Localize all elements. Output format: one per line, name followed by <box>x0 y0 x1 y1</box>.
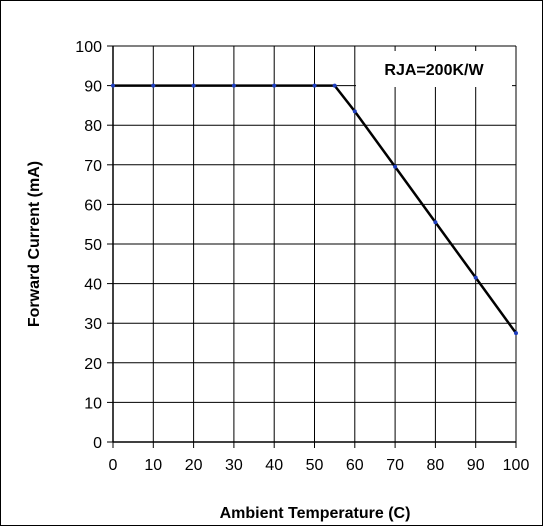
y-tick-label-4: 40 <box>84 277 102 294</box>
y-tick-label-5: 50 <box>84 237 102 254</box>
x-tick-label-6: 60 <box>346 457 364 474</box>
x-tick-label-2: 20 <box>185 457 203 474</box>
y-tick-label-8: 80 <box>84 118 102 135</box>
x-tick-label-1: 10 <box>144 457 162 474</box>
series-line-0 <box>113 84 518 334</box>
x-tick-label-5: 50 <box>306 457 324 474</box>
y-tick-label-10: 100 <box>75 39 102 56</box>
data-point-0-0 <box>111 83 115 88</box>
data-point-0-2 <box>191 83 196 88</box>
x-tick-label-4: 40 <box>265 457 283 474</box>
data-point-0-9 <box>433 220 438 225</box>
data-point-0-11 <box>514 331 518 336</box>
x-tick-label-3: 30 <box>225 457 243 474</box>
y-axis-title: Forward Current (mA) <box>26 161 43 327</box>
x-tick-label-0: 0 <box>109 457 118 474</box>
data-point-0-10 <box>473 275 478 280</box>
x-tick-label-7: 70 <box>386 457 404 474</box>
data-point-0-7 <box>352 109 357 114</box>
data-point-0-3 <box>231 83 236 88</box>
series <box>111 83 518 336</box>
y-tick-label-9: 90 <box>84 79 102 96</box>
y-tick-label-7: 70 <box>84 158 102 175</box>
y-tick-label-0: 0 <box>93 435 102 452</box>
data-point-0-5 <box>312 83 317 88</box>
data-point-0-4 <box>272 83 277 88</box>
x-tick-label-9: 90 <box>467 457 485 474</box>
x-tick-label-8: 80 <box>427 457 445 474</box>
data-point-0-6 <box>332 83 337 88</box>
y-tick-label-1: 10 <box>84 395 102 412</box>
y-tick-label-2: 20 <box>84 356 102 373</box>
data-point-0-8 <box>393 164 398 169</box>
y-tick-label-6: 60 <box>84 197 102 214</box>
annotation-box <box>356 51 512 87</box>
data-point-0-1 <box>151 83 156 88</box>
x-axis-title: Ambient Temperature (C) <box>220 505 411 522</box>
x-tick-label-10: 100 <box>503 457 530 474</box>
y-tick-label-3: 30 <box>84 316 102 333</box>
ticks: 0 10 20 30 40 50 60 70 80 90 100 0 10 20 30 40 50 60 70 80 9… <box>75 39 529 474</box>
annotation-label: RJA=200K/W <box>384 62 484 79</box>
